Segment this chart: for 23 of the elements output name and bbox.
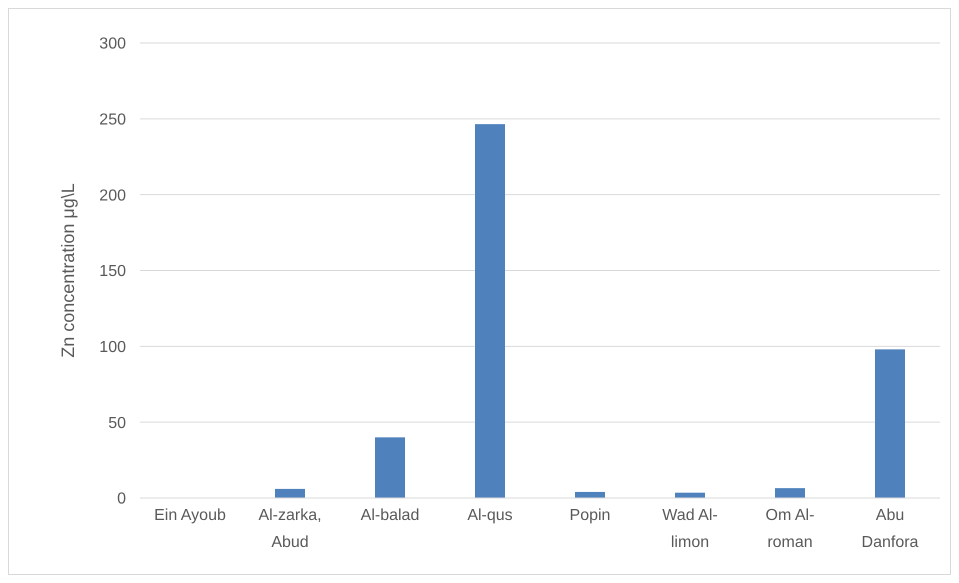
x-tick-label: Om Al-roman	[766, 507, 814, 551]
x-tick-label: Ein Ayoub	[154, 507, 226, 524]
bar	[775, 488, 805, 498]
y-tick-label: 50	[108, 414, 126, 432]
x-tick-label: Abu Danfora	[862, 507, 919, 551]
y-tick-label: 200	[99, 187, 126, 204]
bar	[375, 437, 405, 498]
y-axis-title: Zn concentration μg\L	[58, 183, 78, 358]
bar	[575, 492, 605, 498]
y-tick-label: 300	[99, 36, 126, 53]
bar	[675, 492, 705, 498]
y-tick-label: 250	[99, 111, 126, 128]
x-tick-label: Wad Al-limon	[662, 507, 718, 551]
x-tick-label: Popin	[570, 507, 610, 524]
y-tick-label: 100	[99, 338, 126, 356]
y-tick-label: 0	[117, 490, 126, 508]
bar	[875, 349, 905, 498]
x-tick-label: Al-qus	[467, 507, 513, 524]
x-tick-label: Al-balad	[360, 507, 420, 524]
x-tick-label: Al-zarka, Abud	[258, 507, 322, 551]
bar	[275, 488, 305, 498]
bar	[475, 124, 505, 498]
y-tick-label: 150	[99, 263, 126, 280]
